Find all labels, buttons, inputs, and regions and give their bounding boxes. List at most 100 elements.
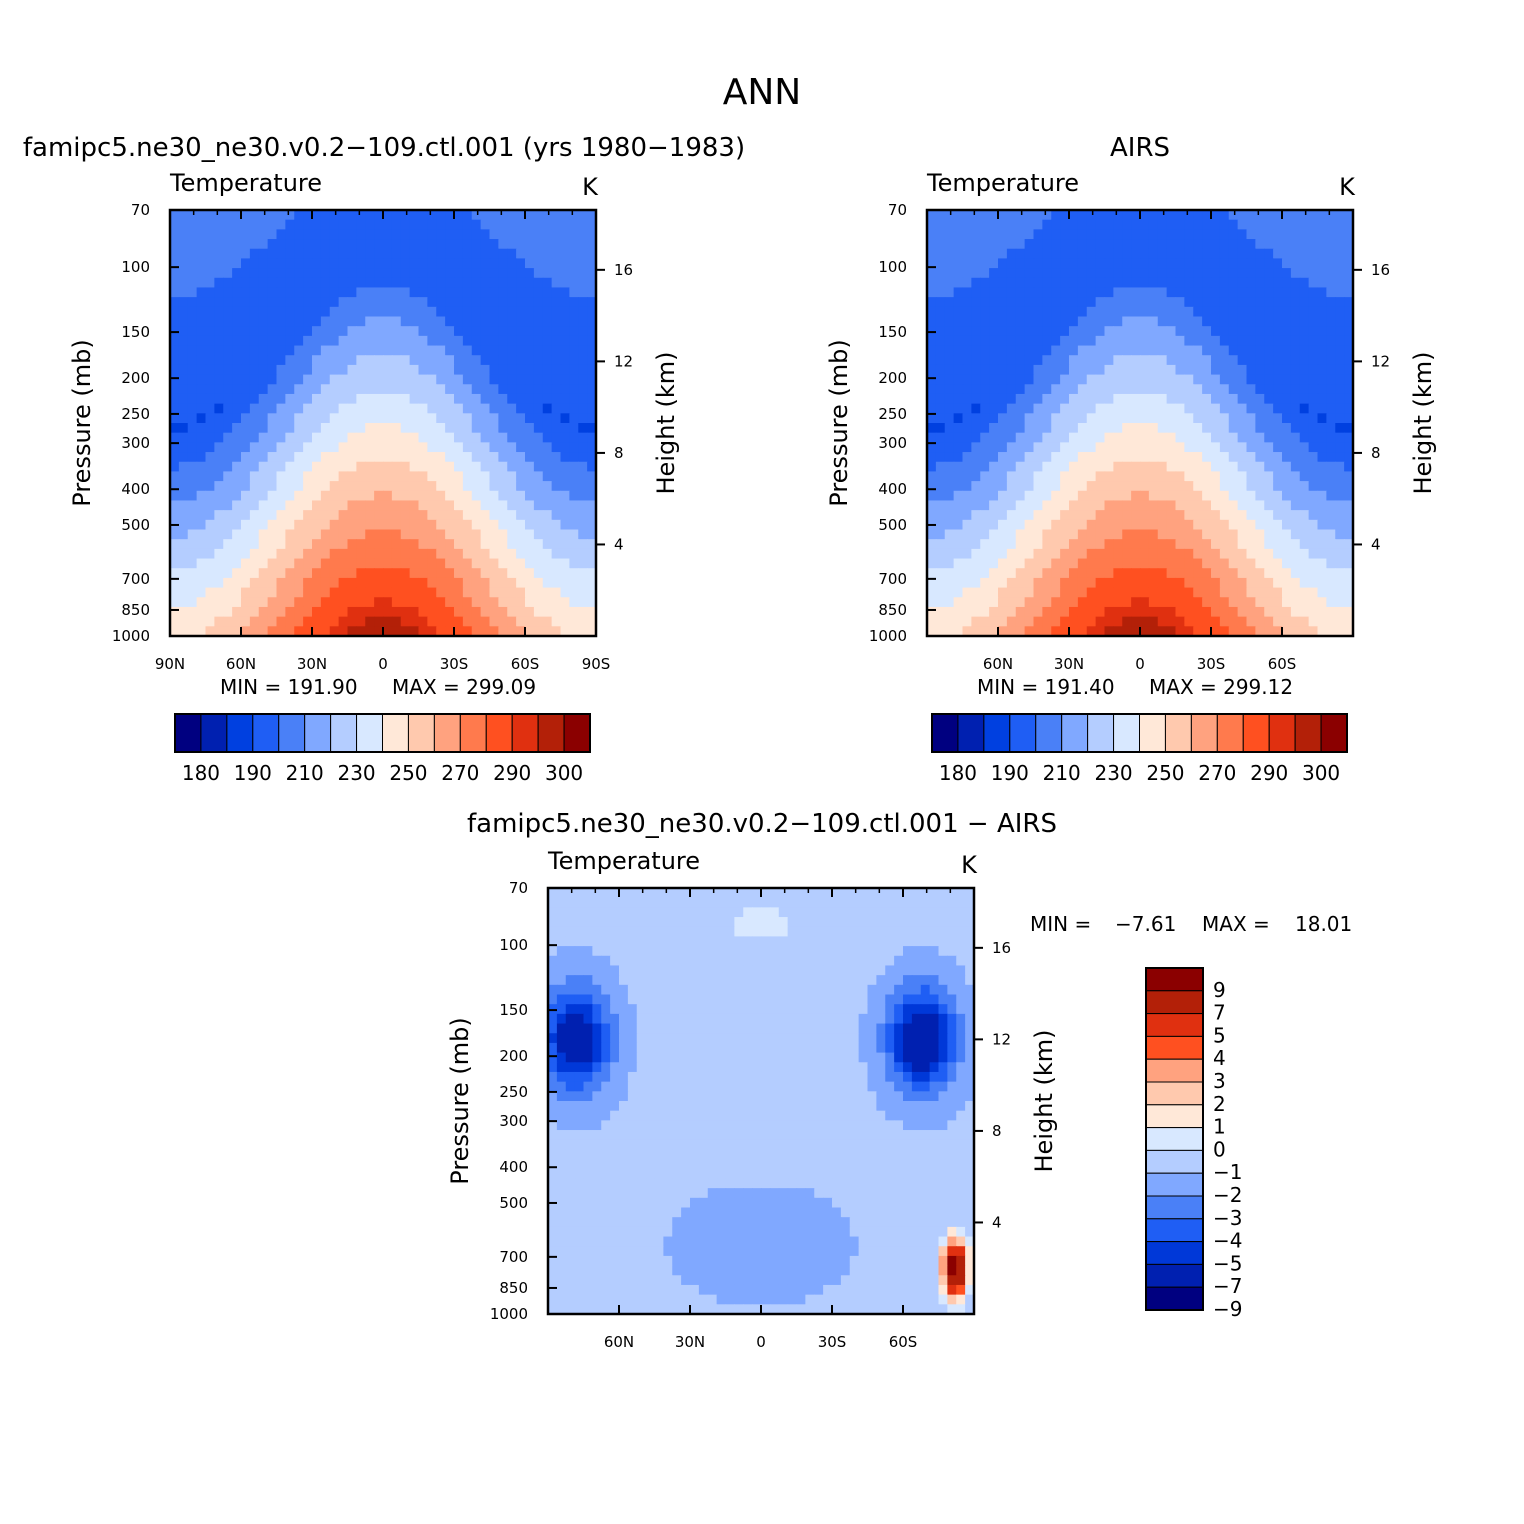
field-cell (258, 626, 269, 637)
field-cell (294, 461, 304, 473)
field-cell (356, 539, 366, 550)
field-cell (356, 364, 366, 376)
field-cell (516, 364, 526, 376)
field-cell (1202, 374, 1212, 385)
field-cell (1042, 423, 1052, 434)
field-cell (920, 965, 931, 976)
field-cell (1273, 432, 1283, 443)
field-cell (365, 490, 375, 502)
field-cell (1069, 548, 1079, 560)
field-cell (329, 452, 340, 463)
field-cell (1024, 597, 1035, 608)
field-cell (1175, 442, 1185, 453)
field-cell (1273, 423, 1283, 434)
field-cell (1175, 345, 1185, 356)
field-cell (911, 984, 922, 996)
field-cell (1033, 423, 1043, 434)
field-cell (533, 316, 544, 327)
field-cell (312, 229, 322, 240)
field-cell (445, 268, 455, 279)
field-cell (533, 355, 544, 366)
field-cell (374, 539, 384, 550)
field-cell (565, 965, 576, 976)
field-cell (681, 907, 691, 918)
field-cell (569, 306, 579, 318)
field-cell (569, 500, 579, 511)
field-cell (1219, 297, 1230, 308)
field-cell (998, 239, 1008, 250)
field-cell (418, 306, 428, 318)
field-cell (542, 316, 553, 327)
field-cell (1344, 393, 1354, 405)
field-cell (480, 268, 491, 279)
field-cell (338, 248, 349, 260)
field-cell (1246, 539, 1256, 550)
field-cell (249, 268, 260, 279)
field-cell (374, 374, 384, 385)
field-cell (681, 975, 691, 986)
field-cell (391, 423, 402, 434)
field-cell (971, 616, 981, 627)
field-cell (1193, 229, 1203, 240)
field-cell (329, 326, 340, 337)
field-cell (1344, 519, 1354, 531)
field-cell (761, 888, 771, 899)
field-cell (285, 210, 295, 221)
field-cell (1228, 423, 1239, 434)
field-cell (645, 888, 656, 899)
field-cell (627, 975, 638, 986)
field-cell (998, 316, 1008, 327)
field-cell (418, 384, 428, 395)
field-cell (294, 577, 304, 589)
field-cell (980, 548, 990, 560)
field-cell (1140, 393, 1150, 405)
field-cell (1024, 606, 1035, 618)
field-cell (578, 316, 588, 327)
field-cell (587, 403, 597, 414)
field-cell (1140, 461, 1150, 473)
field-cell (1344, 626, 1354, 637)
field-cell (1193, 539, 1203, 550)
field-cell (1015, 529, 1026, 540)
field-cell (232, 539, 242, 550)
field-cell (1264, 587, 1274, 598)
field-cell (592, 936, 602, 947)
field-cell (409, 597, 420, 608)
field-cell (462, 510, 473, 521)
field-cell (480, 335, 491, 347)
field-cell (1264, 268, 1274, 279)
field-cell (365, 345, 375, 356)
field-cell (1211, 616, 1221, 627)
field-cell (876, 907, 886, 918)
field-cell (832, 897, 842, 908)
field-cell (454, 577, 464, 589)
field-cell (312, 481, 322, 492)
field-cell (542, 345, 553, 356)
field-cell (1228, 287, 1239, 298)
field-cell (1228, 432, 1239, 443)
field-cell (223, 519, 233, 531)
field-cell (1273, 239, 1283, 250)
field-cell (989, 364, 999, 376)
field-cell (400, 539, 411, 550)
field-cell (548, 955, 558, 967)
field-cell (1122, 442, 1132, 453)
field-cell (1051, 355, 1061, 366)
field-cell (1104, 626, 1114, 637)
field-cell (525, 403, 535, 414)
field-cell (1077, 616, 1088, 627)
field-cell (1255, 306, 1265, 318)
field-cell (445, 626, 455, 637)
field-cell (170, 587, 180, 598)
field-cell (1219, 316, 1230, 327)
field-cell (1086, 326, 1097, 337)
field-cell (1166, 413, 1177, 424)
field-cell (989, 471, 999, 482)
field-cell (356, 355, 366, 366)
field-cell (725, 926, 735, 938)
field-cell (1193, 519, 1203, 531)
field-cell (267, 490, 278, 502)
field-cell (601, 994, 611, 1005)
x-tick-label: 60N (226, 655, 256, 673)
field-cell (409, 248, 420, 260)
